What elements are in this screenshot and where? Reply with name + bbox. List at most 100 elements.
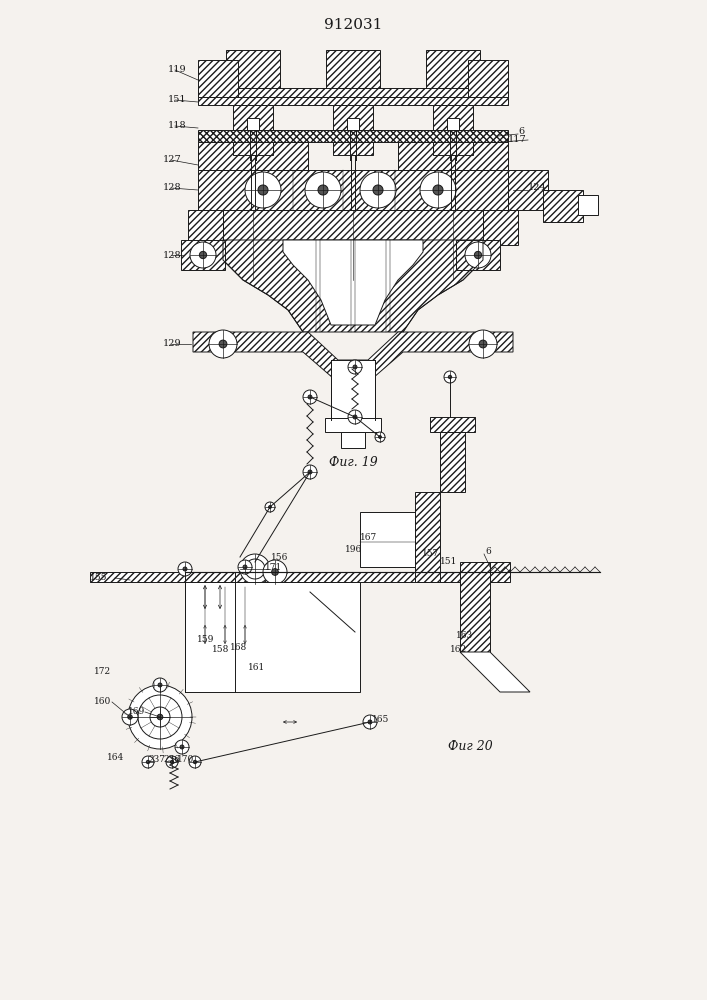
Circle shape [183,567,187,571]
Circle shape [258,185,268,195]
Polygon shape [325,418,381,432]
Circle shape [308,470,312,474]
Polygon shape [341,432,365,448]
Circle shape [469,330,497,358]
Text: 6: 6 [485,548,491,556]
Polygon shape [460,652,530,692]
Circle shape [379,436,381,438]
Circle shape [433,185,443,195]
Polygon shape [415,492,440,582]
Circle shape [465,242,491,268]
Polygon shape [426,50,480,90]
Polygon shape [283,240,423,325]
Polygon shape [198,60,238,97]
Polygon shape [198,170,508,210]
Circle shape [146,760,150,764]
Circle shape [170,760,174,764]
Polygon shape [198,142,308,170]
Text: 172: 172 [94,668,111,676]
Text: 163: 163 [456,632,473,641]
Circle shape [245,559,265,579]
Text: 156: 156 [271,552,288,562]
Circle shape [444,371,456,383]
Circle shape [209,330,237,358]
Circle shape [138,695,182,739]
Text: 119: 119 [168,66,187,75]
Circle shape [348,360,362,374]
Circle shape [157,714,163,720]
Polygon shape [331,360,375,420]
Text: 170: 170 [177,756,194,764]
Text: 129: 129 [163,340,182,349]
Polygon shape [233,105,273,130]
Polygon shape [430,417,475,432]
Circle shape [238,560,252,574]
Text: Фиг. 19: Фиг. 19 [329,456,378,470]
Polygon shape [193,332,513,378]
Text: 912031: 912031 [324,18,382,32]
Polygon shape [90,572,490,582]
Text: 168: 168 [230,643,247,652]
Polygon shape [223,210,483,240]
Text: 151: 151 [440,558,457,566]
Polygon shape [543,190,583,222]
Text: 167: 167 [360,532,378,542]
Polygon shape [483,210,518,245]
Circle shape [128,685,192,749]
Polygon shape [456,240,500,270]
Text: 155: 155 [90,574,107,582]
Circle shape [448,375,452,379]
Circle shape [122,709,138,725]
Polygon shape [490,562,510,582]
Circle shape [420,172,456,208]
Circle shape [303,390,317,404]
Text: 127: 127 [163,155,182,164]
Circle shape [353,415,357,419]
Text: 162: 162 [450,646,467,654]
Text: 128: 128 [163,250,182,259]
Circle shape [353,365,357,369]
Text: 6: 6 [518,127,524,136]
Polygon shape [347,118,359,130]
Polygon shape [198,88,508,97]
Polygon shape [440,432,465,492]
Circle shape [180,745,184,749]
Polygon shape [226,50,280,90]
Circle shape [158,683,162,687]
Polygon shape [460,562,490,652]
Text: 118: 118 [168,121,187,130]
Circle shape [360,172,396,208]
Circle shape [240,554,270,584]
Text: 196: 196 [345,546,362,554]
Polygon shape [333,105,373,130]
Polygon shape [433,105,473,130]
Circle shape [153,678,167,692]
Circle shape [199,251,206,259]
Circle shape [263,560,287,584]
Circle shape [348,410,362,424]
Polygon shape [447,118,459,130]
Polygon shape [247,118,259,130]
Text: 161: 161 [248,664,265,672]
Polygon shape [326,50,380,90]
Text: 157: 157 [422,550,439,558]
Text: 160: 160 [94,698,111,706]
Circle shape [178,562,192,576]
Text: 128: 128 [163,184,182,192]
Polygon shape [198,97,508,105]
Circle shape [150,707,170,727]
Circle shape [175,740,189,754]
Polygon shape [578,195,598,215]
Circle shape [189,756,201,768]
Text: 117: 117 [508,135,527,144]
Circle shape [375,432,385,442]
Text: 151: 151 [168,96,187,104]
Circle shape [193,760,197,764]
Circle shape [269,506,271,508]
Polygon shape [468,60,508,97]
Circle shape [166,756,178,768]
Polygon shape [198,130,508,142]
Text: 169: 169 [128,708,145,716]
Circle shape [190,242,216,268]
Circle shape [271,569,279,575]
